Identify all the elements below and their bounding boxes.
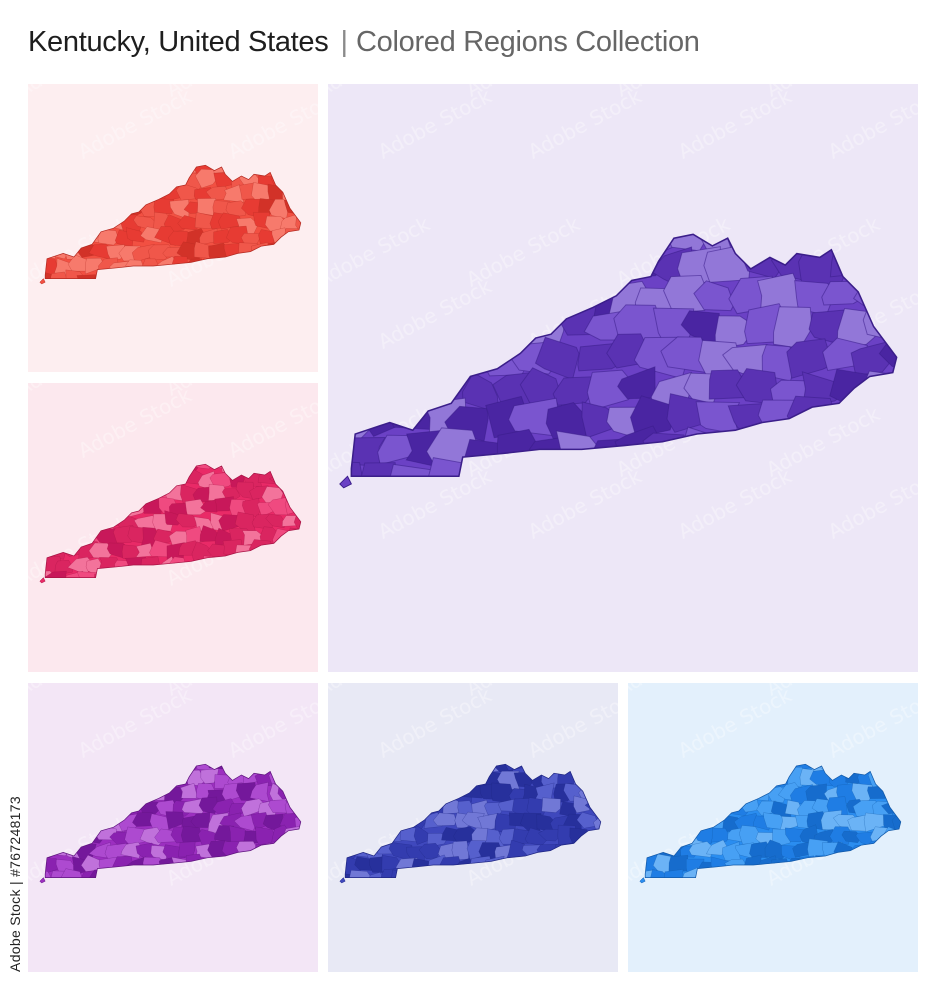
county-region bbox=[65, 269, 87, 279]
kentucky-bend-exclave bbox=[39, 877, 46, 884]
stock-id-text: Adobe Stock | #767248173 bbox=[7, 796, 23, 972]
county-region bbox=[663, 274, 711, 314]
county-region bbox=[184, 498, 208, 516]
county-region bbox=[491, 782, 515, 804]
county-region bbox=[223, 184, 245, 203]
county-region bbox=[664, 869, 684, 878]
county-region bbox=[241, 798, 267, 817]
page-title: Kentucky, United States bbox=[28, 26, 329, 58]
county-region bbox=[432, 812, 457, 826]
county-region bbox=[349, 869, 373, 878]
county-region bbox=[200, 768, 219, 784]
county-region bbox=[506, 839, 527, 860]
county-region bbox=[806, 811, 826, 831]
county-region bbox=[682, 867, 699, 878]
map-panel-violet: Adobe Stock Adobe Stock Adobe Stock Adobe S… bbox=[328, 84, 918, 672]
county-region bbox=[45, 869, 53, 878]
county-region bbox=[225, 200, 247, 218]
county-region bbox=[54, 559, 73, 576]
county-region bbox=[190, 812, 211, 828]
county-region bbox=[153, 198, 174, 214]
county-region bbox=[255, 826, 276, 846]
county-region bbox=[198, 796, 218, 814]
county-region bbox=[841, 830, 862, 844]
page-subtitle: Colored Regions Collection bbox=[356, 26, 700, 58]
state-outline bbox=[644, 763, 902, 878]
county-region bbox=[367, 872, 385, 878]
county-region bbox=[648, 869, 671, 878]
county-region bbox=[785, 827, 805, 843]
title-separator: | bbox=[340, 26, 348, 58]
state-outline bbox=[44, 763, 302, 878]
kentucky-bend-exclave bbox=[39, 278, 46, 285]
county-region bbox=[351, 461, 365, 477]
county-region bbox=[214, 496, 234, 512]
kentucky-bend-exclave bbox=[339, 877, 346, 884]
county-region bbox=[541, 797, 561, 813]
county-region bbox=[106, 244, 125, 260]
county-region bbox=[50, 271, 68, 279]
county-region bbox=[668, 854, 689, 873]
county-region bbox=[693, 280, 735, 312]
state-outline bbox=[350, 233, 898, 478]
county-region bbox=[710, 827, 731, 843]
county-region bbox=[60, 868, 84, 878]
county-region bbox=[786, 338, 834, 379]
state-outline bbox=[344, 763, 602, 878]
kentucky-bend-exclave bbox=[39, 577, 46, 584]
county-region bbox=[97, 229, 120, 246]
stock-id-label: Adobe Stock | #767248173 bbox=[3, 768, 27, 1000]
state-outline bbox=[44, 164, 302, 279]
page-header: Kentucky, United States | Colored Region… bbox=[28, 26, 700, 66]
state-outline bbox=[44, 463, 302, 578]
county-region bbox=[45, 269, 57, 279]
county-region bbox=[265, 513, 286, 529]
county-region bbox=[121, 544, 139, 560]
kentucky-bend-exclave bbox=[339, 475, 353, 489]
county-region bbox=[125, 227, 145, 243]
kentucky-bend-exclave bbox=[639, 877, 646, 884]
